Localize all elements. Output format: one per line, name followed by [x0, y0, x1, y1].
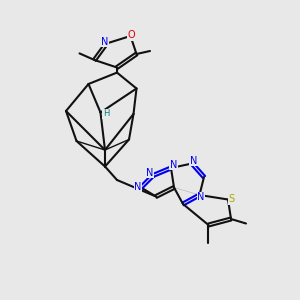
Text: N: N	[146, 167, 154, 178]
Text: N: N	[134, 182, 142, 193]
Text: N: N	[101, 37, 109, 47]
Text: N: N	[190, 155, 197, 166]
Text: S: S	[229, 194, 235, 205]
Text: O: O	[128, 30, 135, 40]
Text: H: H	[103, 110, 109, 118]
Text: N: N	[170, 160, 177, 170]
Text: N: N	[197, 192, 205, 203]
